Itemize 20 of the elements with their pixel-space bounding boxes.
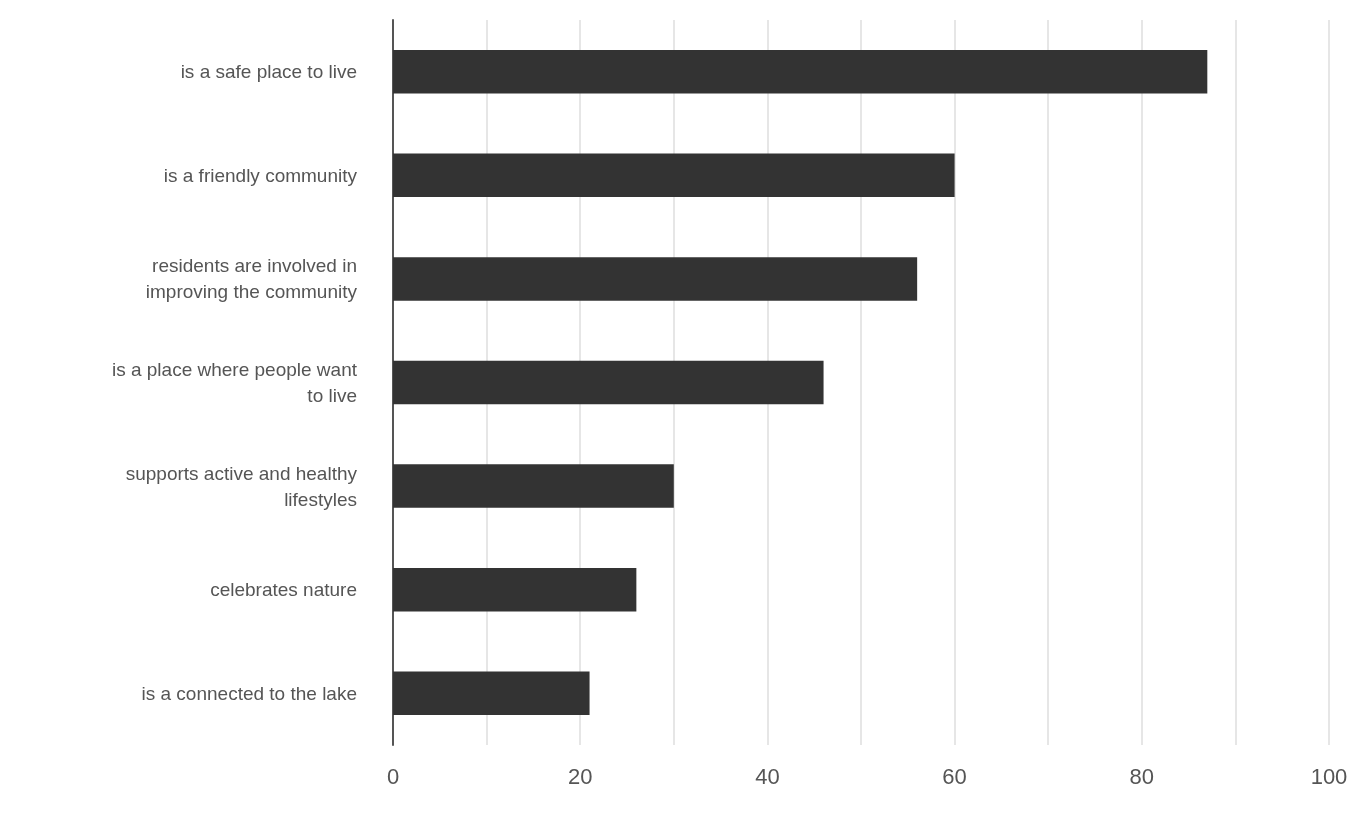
x-tick-label: 20 bbox=[567, 763, 593, 789]
x-tick-label: 60 bbox=[942, 763, 967, 789]
y-tick-label: supports active and healthy lifestyles bbox=[125, 462, 358, 510]
bar bbox=[393, 257, 918, 301]
bar bbox=[393, 360, 824, 405]
x-tick-label: 0 bbox=[386, 763, 400, 789]
y-tick-label: is a safe place to live bbox=[180, 61, 357, 83]
bar bbox=[393, 567, 637, 612]
bar bbox=[393, 153, 955, 198]
y-tick-label: is a connected to the lake bbox=[141, 682, 357, 704]
x-tick-label: 40 bbox=[755, 763, 780, 789]
bar bbox=[393, 464, 674, 508]
y-tick-label: residents are involved in improving the community bbox=[145, 255, 358, 303]
y-tick-label: is a place where people want to live bbox=[111, 359, 358, 406]
bar bbox=[393, 50, 1208, 94]
x-tick-label: 80 bbox=[1129, 763, 1155, 789]
x-tick-label: 100 bbox=[1310, 763, 1348, 789]
bar bbox=[393, 671, 590, 715]
y-tick-label: celebrates nature bbox=[210, 579, 357, 601]
y-tick-label: is a friendly community bbox=[163, 164, 358, 186]
